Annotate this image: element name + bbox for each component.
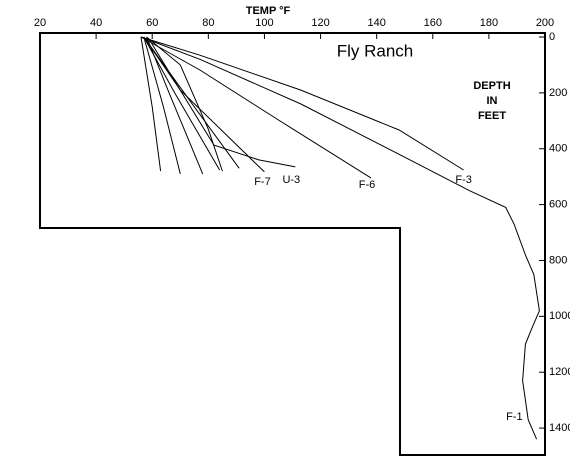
x-tick-label: 140 xyxy=(367,17,385,29)
temperature-profile xyxy=(148,39,296,168)
temperature-profile xyxy=(140,36,540,440)
temperature-profile xyxy=(146,36,223,172)
series-label: F-1 xyxy=(506,411,523,423)
temperature-profile xyxy=(143,36,181,175)
y-tick-label: 1000 xyxy=(549,310,570,322)
y-tick-label: 800 xyxy=(549,254,567,266)
x-tick-label: 20 xyxy=(34,17,46,29)
x-tick-label: 200 xyxy=(536,17,554,29)
chart-title: Fly Ranch xyxy=(337,41,414,60)
y-tick-label: 1200 xyxy=(549,366,570,378)
temperature-profile xyxy=(143,36,221,171)
x-tick-label: 40 xyxy=(90,17,102,29)
y-tick-label: 200 xyxy=(549,87,567,99)
temperature-profile xyxy=(140,36,162,172)
y-axis-label: FEET xyxy=(478,110,506,122)
y-tick-label: 0 xyxy=(549,31,555,43)
x-tick-label: 100 xyxy=(255,17,273,29)
y-tick-label: 400 xyxy=(549,143,567,155)
y-axis-label: DEPTH xyxy=(473,80,510,92)
y-tick-label: 1400 xyxy=(549,422,570,434)
temperature-profile xyxy=(143,36,240,169)
temperature-profile xyxy=(140,36,464,171)
x-tick-label: 180 xyxy=(480,17,498,29)
frame xyxy=(39,32,546,456)
series-label: F-7 xyxy=(254,176,271,188)
x-axis-label: TEMP °F xyxy=(246,5,291,17)
x-tick-label: 60 xyxy=(146,17,158,29)
temperature-profile xyxy=(143,36,265,173)
series-label: F-3 xyxy=(455,174,472,186)
series-label: U-3 xyxy=(282,174,300,186)
y-tick-label: 600 xyxy=(549,199,567,211)
temperature-profile xyxy=(146,36,204,175)
x-tick-label: 80 xyxy=(202,17,214,29)
x-tick-label: 160 xyxy=(424,17,442,29)
series-label: F-6 xyxy=(359,179,376,191)
y-axis-label: IN xyxy=(487,95,498,107)
temperature-profile xyxy=(140,36,372,179)
x-tick-label: 120 xyxy=(311,17,329,29)
